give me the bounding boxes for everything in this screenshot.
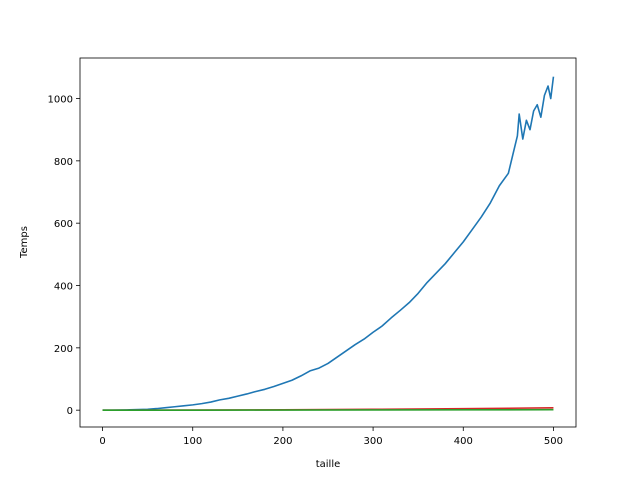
y-axis-label: Temps [19,226,30,259]
y-tick-label: 400 [54,282,73,293]
x-axis-ticks: 0 100 200 300 400 500 [99,427,563,447]
y-axis-ticks: 0 200 400 600 800 1000 [48,95,80,417]
series-layer [102,76,555,411]
series-line-1 [102,76,555,411]
x-tick-label: 300 [364,436,383,447]
plot-area-frame [79,57,577,428]
y-tick-label: 200 [54,344,73,355]
y-tick-label: 600 [54,219,73,230]
x-tick-label: 400 [454,436,473,447]
y-tick-label: 1000 [48,95,73,106]
x-tick-label: 100 [183,436,202,447]
x-axis-label: taille [316,459,341,470]
x-tick-label: 0 [99,436,105,447]
y-tick-label: 800 [54,157,73,168]
x-tick-label: 500 [544,436,563,447]
y-tick-label: 0 [67,406,73,417]
x-tick-label: 200 [273,436,292,447]
